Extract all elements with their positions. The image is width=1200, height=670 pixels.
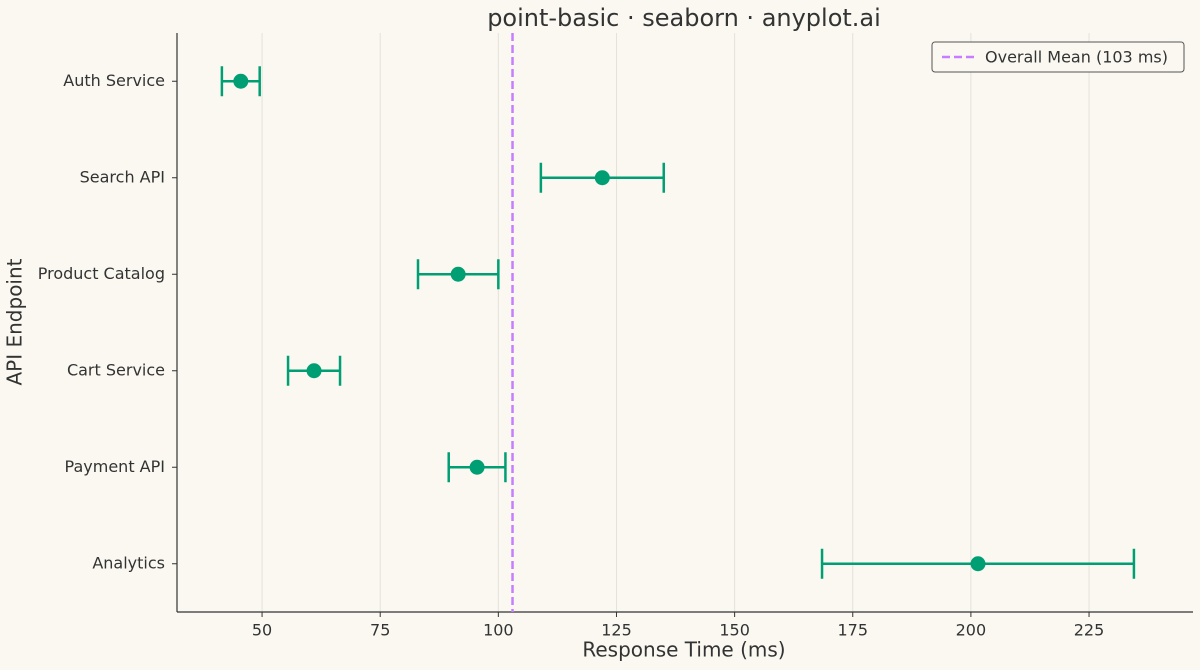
y-tick-label: Payment API (65, 457, 165, 476)
chart-title: point-basic · seaborn · anyplot.ai (487, 4, 881, 32)
x-axis-label: Response Time (ms) (582, 638, 785, 662)
x-tick-label: 100 (483, 621, 514, 640)
x-tick-label: 150 (719, 621, 750, 640)
point (233, 73, 249, 89)
x-tick-label: 50 (252, 621, 272, 640)
point (469, 459, 485, 475)
legend-label: Overall Mean (103 ms) (985, 48, 1168, 67)
point (594, 170, 610, 186)
y-tick-label: Cart Service (67, 360, 165, 379)
point (306, 363, 322, 379)
y-tick-label: Analytics (92, 553, 165, 572)
legend-box (931, 41, 1185, 73)
legend: Overall Mean (103 ms) (931, 41, 1185, 73)
x-tick-label: 125 (601, 621, 632, 640)
point (450, 266, 466, 282)
y-tick-label: Auth Service (63, 71, 165, 90)
y-tick-label: Product Catalog (38, 264, 165, 283)
x-tick-label: 225 (1074, 621, 1105, 640)
x-tick-label: 200 (956, 621, 987, 640)
x-tick-label: 75 (370, 621, 390, 640)
point (970, 556, 986, 572)
y-tick-label: Search API (80, 167, 165, 186)
x-tick-label: 175 (837, 621, 868, 640)
y-axis-label: API Endpoint (3, 258, 27, 385)
